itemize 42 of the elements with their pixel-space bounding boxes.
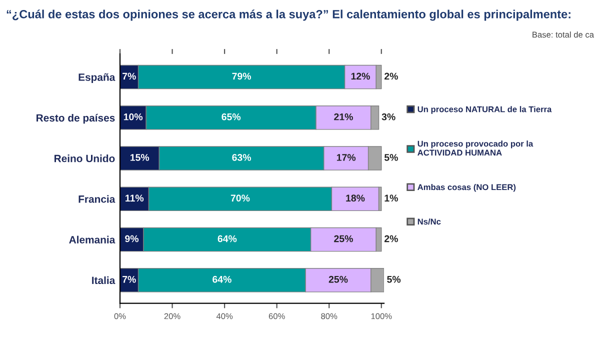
x-tick-label: 0% — [114, 313, 126, 320]
data-label: 21% — [334, 113, 353, 120]
data-label: 70% — [230, 194, 250, 202]
text: Base: total de ca — [532, 32, 594, 38]
legend-label: Ns/Nc — [418, 218, 441, 225]
data-label: 2% — [384, 72, 398, 80]
data-label: 25% — [328, 276, 348, 283]
data-label: 3% — [382, 113, 396, 120]
data-label: 1% — [384, 194, 398, 202]
data-label: 25% — [334, 235, 353, 242]
y-tick-label: Resto de países — [36, 114, 115, 124]
y-tick-label: España — [78, 73, 116, 83]
data-label: 15% — [130, 154, 150, 161]
data-label: 9% — [125, 235, 139, 242]
y-tick-label: Italia — [92, 276, 116, 284]
chart-title: “¿Cuál de estas dos opiniones se acerca más a la suya?” El calentamiento global es principalmente: — [6, 10, 570, 21]
data-label: 2% — [384, 235, 398, 242]
data-label: 11% — [126, 194, 144, 202]
x-tick-label: 80% — [321, 313, 338, 320]
x-tick-label: 100% — [371, 313, 392, 320]
legend-label: Un proceso NATURAL de la Tierra — [418, 106, 552, 114]
data-label: 12% — [351, 72, 370, 80]
data-label: 5% — [387, 276, 401, 283]
data-label: 79% — [232, 72, 252, 80]
data-label: 17% — [336, 154, 356, 161]
x-tick-label: 40% — [216, 313, 233, 320]
y-tick-label: Francia — [78, 195, 116, 203]
data-label: 10% — [124, 113, 143, 120]
x-tick-label: 60% — [268, 313, 285, 320]
y-tick-label: Reino Unido — [54, 154, 115, 162]
data-label: 18% — [346, 194, 365, 202]
data-label: 65% — [222, 113, 241, 120]
data-label: 7% — [122, 72, 136, 80]
data-label: 63% — [232, 154, 252, 161]
y-tick-label: Alemania — [69, 236, 116, 244]
data-label: 7% — [122, 276, 136, 283]
legend-label: Un proceso provocado por la ACTIVIDAD HUMANA — [418, 140, 534, 156]
data-label: 64% — [212, 276, 232, 283]
data-label: 5% — [384, 154, 398, 161]
data-label: 64% — [218, 235, 237, 242]
legend-label: Ambas cosas (NO LEER) — [418, 184, 516, 192]
x-tick-label: 20% — [164, 313, 180, 320]
